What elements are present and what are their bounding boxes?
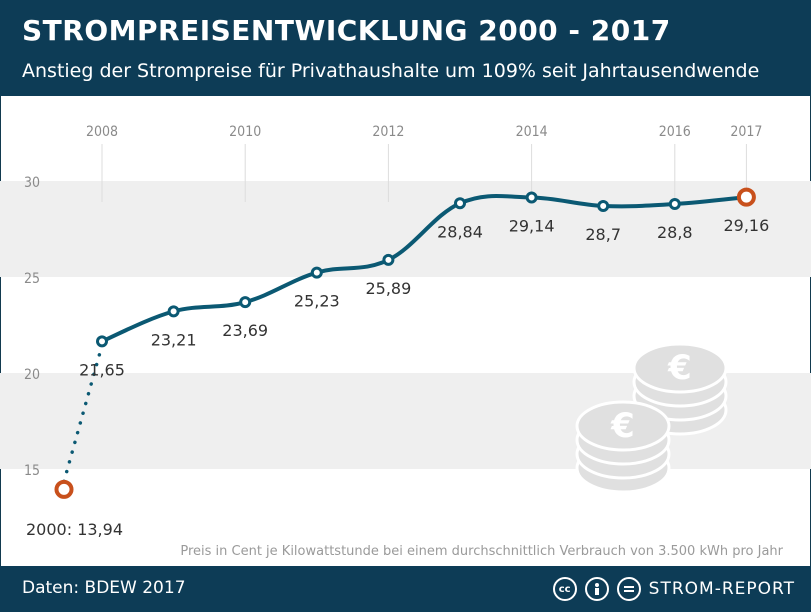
data-label: 28,7 xyxy=(585,225,621,244)
data-label: 2000: 13,94 xyxy=(26,520,123,539)
data-point xyxy=(454,197,466,210)
data-label: 28,84 xyxy=(437,222,483,241)
highlight-point xyxy=(54,479,74,499)
data-label: 28,8 xyxy=(657,223,693,242)
coin-layer xyxy=(575,400,671,452)
data-label: 23,21 xyxy=(151,330,197,349)
data-point xyxy=(597,199,610,212)
chart-subtitle: Anstieg der Strompreise für Privathausha… xyxy=(22,60,760,82)
creative-commons-icon: cc xyxy=(552,577,577,601)
data-point xyxy=(96,335,108,348)
series-line xyxy=(100,194,749,344)
no-derivatives-icon xyxy=(616,577,641,601)
data-source: Daten: BDEW 2017 xyxy=(22,578,186,598)
x-tick-label: 2016 xyxy=(659,124,691,140)
data-label: 21,65 xyxy=(79,360,125,379)
brand-logo: cc STROM-REPORT xyxy=(552,574,795,604)
x-tick-label: 2017 xyxy=(730,124,762,140)
highlight-point xyxy=(736,187,756,207)
x-tick-label: 2010 xyxy=(229,124,261,140)
data-point xyxy=(525,191,538,204)
brand-name: STROM-REPORT xyxy=(648,579,795,599)
data-labels: 2000: 13,94 21,65 23,21 23,69 25,23 25,89 28,8… xyxy=(26,216,769,539)
grid-band xyxy=(0,181,811,277)
dotted-line xyxy=(62,343,104,484)
y-tick-label: 15 xyxy=(24,463,40,479)
euro-symbol: € xyxy=(610,406,635,446)
coin-layer xyxy=(632,342,728,394)
data-points xyxy=(54,187,756,499)
data-point xyxy=(310,266,323,279)
y-axis: 15 20 25 30 xyxy=(24,175,40,479)
x-axis: 2008 2010 2012 2014 2016 2017 xyxy=(86,124,762,202)
attribution-icon xyxy=(584,577,609,601)
data-point xyxy=(167,305,180,318)
data-label: 29,16 xyxy=(723,216,769,235)
data-label: 29,14 xyxy=(509,217,555,236)
euro-coins-icon: €€ xyxy=(575,342,728,494)
y-tick-label: 25 xyxy=(24,271,40,287)
y-tick-label: 20 xyxy=(24,367,40,383)
header: STROMPREISENTWICKLUNG 2000 - 2017 Anstie… xyxy=(0,0,811,96)
footer: Daten: BDEW 2017 cc STROM-REPORT xyxy=(0,566,811,612)
data-label: 25,23 xyxy=(294,292,340,311)
x-tick-label: 2014 xyxy=(516,124,548,140)
x-tick-label: 2008 xyxy=(86,124,118,140)
data-label: 23,69 xyxy=(222,321,268,340)
x-tick-label: 2012 xyxy=(372,124,404,140)
data-point xyxy=(668,198,681,211)
euro-symbol: € xyxy=(667,348,692,388)
data-point xyxy=(382,253,395,266)
y-tick-label: 30 xyxy=(24,175,40,191)
chart-title: STROMPREISENTWICKLUNG 2000 - 2017 xyxy=(22,14,671,47)
series-lines xyxy=(62,194,749,484)
data-label: 25,89 xyxy=(365,279,411,298)
data-point xyxy=(239,296,252,309)
unit-note: Preis in Cent je Kilowattstunde bei eine… xyxy=(180,544,783,559)
